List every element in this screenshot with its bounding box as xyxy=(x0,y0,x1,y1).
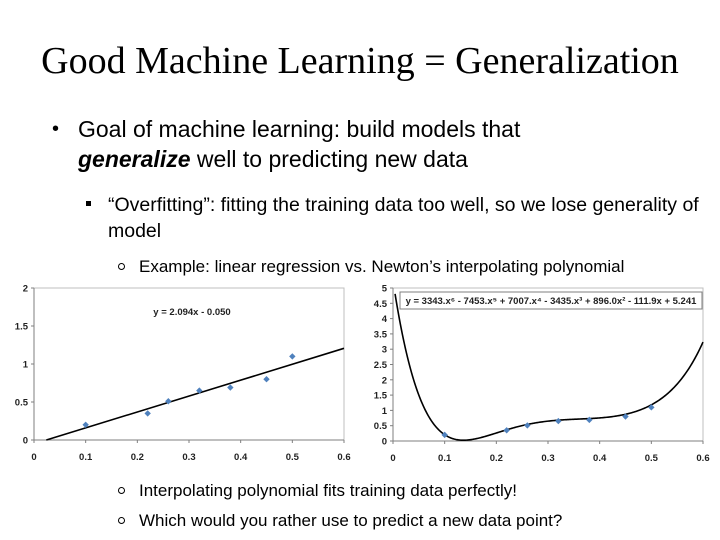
x-tick-label: 0.4 xyxy=(593,453,607,464)
x-tick-label: 0 xyxy=(390,453,395,464)
x-tick-label: 0.6 xyxy=(337,452,350,463)
linear-regression-chart: 0 0.5 1 1.5 2 0 0.1 0.2 0.3 0.4 0.5 0.6 y = 2.094x -… xyxy=(15,284,351,464)
y-tick-label: 5 xyxy=(382,284,388,295)
bullet-example-text: Example: linear regression vs. Newton’s … xyxy=(139,257,625,276)
data-point xyxy=(622,413,629,420)
y-tick-label: 0 xyxy=(23,436,28,447)
y-tick-label: 2 xyxy=(23,284,28,295)
x-tick-label: 0.4 xyxy=(234,452,248,463)
bullet-goal-suffix: well to predicting new data xyxy=(196,146,468,172)
data-point xyxy=(144,410,151,417)
bullet-goal-text: Goal of machine learning: build models t… xyxy=(78,114,698,174)
y-tick-label: 0.5 xyxy=(15,398,29,409)
y-tick-label: 0 xyxy=(382,437,387,448)
x-tick-label: 0.6 xyxy=(696,453,709,464)
data-point xyxy=(648,404,655,411)
trendline-equation: y = 2.094x - 0.050 xyxy=(153,307,230,318)
circle-bullet-icon xyxy=(118,487,125,494)
bullet-fits-perfectly-text: Interpolating polynomial fits training d… xyxy=(139,481,517,500)
data-point xyxy=(441,431,448,439)
data-point xyxy=(82,421,89,428)
y-tick-label: 1.5 xyxy=(15,322,29,333)
x-tick-label: 0.1 xyxy=(79,452,93,463)
bullet-question-text: Which would you rather use to predict a … xyxy=(139,511,563,530)
y-tick-label: 0.5 xyxy=(374,421,388,432)
x-tick-label: 0.5 xyxy=(645,453,659,464)
bullet-goal-prefix: Goal of machine learning: build models t… xyxy=(78,116,521,142)
x-tick-label: 0.2 xyxy=(490,453,503,464)
y-tick-label: 1 xyxy=(382,406,388,417)
y-tick-label: 4 xyxy=(382,314,388,325)
data-point xyxy=(289,353,296,360)
x-tick-label: 0.1 xyxy=(438,453,452,464)
trendline xyxy=(394,293,704,442)
y-tick-label: 3.5 xyxy=(374,329,388,340)
circle-bullet-icon xyxy=(118,263,125,270)
x-tick-label: 0.3 xyxy=(541,453,554,464)
x-tick-label: 0.2 xyxy=(131,452,144,463)
trendline-equation: y = 3343.x⁶ - 7453.x⁵ + 7007.x⁴ - 3435.x… xyxy=(406,296,698,307)
bullet-overfitting-text: “Overfitting”: fitting the training data… xyxy=(108,194,699,242)
circle-bullet-icon xyxy=(118,517,125,524)
y-tick-label: 4.5 xyxy=(374,299,388,310)
plot-area-border xyxy=(392,287,704,442)
data-point xyxy=(165,398,172,405)
data-point xyxy=(263,376,270,383)
trendline xyxy=(46,347,345,441)
x-tick-label: 0 xyxy=(31,452,36,463)
y-tick-label: 3 xyxy=(382,345,387,356)
y-tick-label: 1 xyxy=(23,360,29,371)
data-point xyxy=(227,384,234,391)
interpolating-polynomial-chart: 0 0.5 1 1.5 2 2.5 3 3.5 4 4.5 5 0 0.1 0.2 0.3 0.4 0.5 0.6… xyxy=(374,284,710,465)
y-tick-label: 2 xyxy=(382,375,387,386)
y-tick-label: 1.5 xyxy=(374,391,388,402)
bullet-dot-icon: • xyxy=(52,118,60,140)
square-bullet-icon xyxy=(86,201,91,206)
slide-title: Good Machine Learning = Generalization xyxy=(41,40,679,82)
x-tick-label: 0.5 xyxy=(286,452,300,463)
equation-box xyxy=(399,291,703,310)
y-tick-label: 2.5 xyxy=(374,360,388,371)
x-tick-label: 0.3 xyxy=(182,452,195,463)
bullet-goal-emphasis: generalize xyxy=(78,146,191,172)
data-point xyxy=(555,417,562,425)
data-point xyxy=(503,427,510,434)
data-point xyxy=(524,422,531,429)
data-point xyxy=(196,387,203,394)
